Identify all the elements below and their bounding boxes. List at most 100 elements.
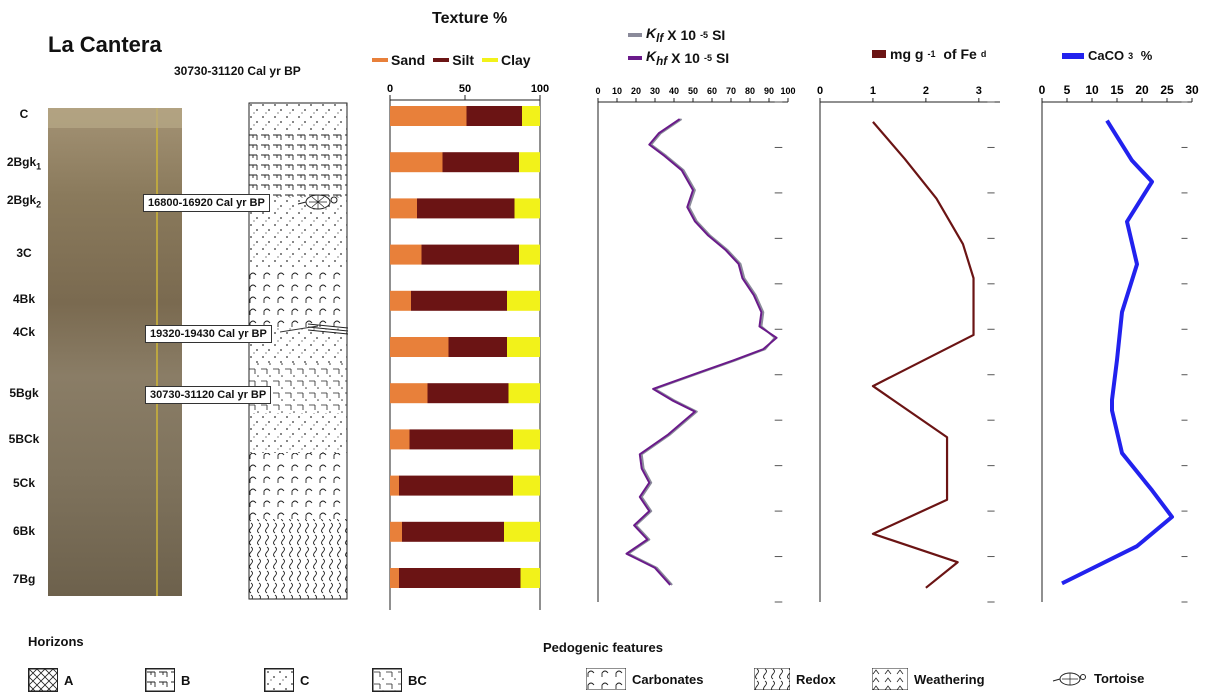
horizon-label-9: 6Bk bbox=[0, 524, 48, 538]
klf-legend-sub: lf bbox=[656, 31, 664, 45]
horizon-label-2: 2Bgk2 bbox=[0, 193, 48, 209]
texture-bar-sand-6 bbox=[390, 383, 428, 404]
horizon-label-main-4: 4Bk bbox=[12, 292, 35, 306]
fed-legend-tail: of Fe bbox=[939, 46, 977, 62]
texture-bar-sand-3 bbox=[390, 244, 422, 265]
horizon-bc-swatch bbox=[372, 668, 402, 692]
klf-legend-exp: -5 bbox=[700, 29, 709, 40]
khf-swatch bbox=[628, 55, 642, 60]
caco3-svg-tick-label-3: 15 bbox=[1110, 83, 1124, 97]
date-label-2: 19320-19430 Cal yr BP bbox=[145, 325, 272, 343]
horizon-label-7: 5BCk bbox=[0, 432, 48, 446]
caco3-svg-tick-label-0: 0 bbox=[1039, 83, 1046, 97]
mag-svg-tick-label-7: 70 bbox=[726, 86, 736, 96]
horizon-a-swatch bbox=[28, 668, 58, 692]
legend-horizon-b: B bbox=[145, 668, 190, 692]
legend-weathering-label: Weathering bbox=[914, 671, 985, 687]
texture-chart: 0 50 100 bbox=[387, 83, 549, 610]
caco3-chart: 0 5 10 15 20 25 30 bbox=[1039, 83, 1199, 603]
fed-legend: mg g -1 of Fe d bbox=[872, 46, 986, 62]
texture-bar-silt-3 bbox=[421, 244, 519, 265]
texture-bar-clay-0 bbox=[522, 106, 540, 126]
fed-swatch bbox=[872, 50, 886, 58]
legend-horizon-bc: BC bbox=[372, 668, 427, 692]
texture-bar-silt-1 bbox=[442, 152, 519, 173]
lithology-column bbox=[248, 102, 348, 600]
horizon-label-4: 4Bk bbox=[0, 292, 48, 306]
horizon-label-main-6: 5Bgk bbox=[9, 386, 39, 400]
texture-bar-sand-0 bbox=[390, 106, 467, 126]
texture-bar-clay-1 bbox=[519, 152, 540, 173]
carbonates-swatch bbox=[586, 668, 626, 690]
site-title: La Cantera bbox=[48, 32, 162, 57]
fed-chart: 0 1 2 3 bbox=[817, 85, 1000, 603]
texture-bar-clay-9 bbox=[504, 521, 540, 542]
caco3-svg-tick-label-2: 10 bbox=[1085, 83, 1099, 97]
legend-redox: Redox bbox=[754, 668, 836, 690]
texture-bar-silt-2 bbox=[417, 198, 515, 219]
legend-carbonates: Carbonates bbox=[586, 668, 704, 690]
horizon-label-3: 3C bbox=[0, 246, 48, 260]
klf-legend-letter: K bbox=[646, 25, 657, 41]
texture-bar-silt-7 bbox=[409, 429, 513, 450]
klf-swatch bbox=[628, 32, 642, 37]
horizon-label-main-0: C bbox=[19, 107, 29, 121]
fe-svg-tick-label-1: 1 bbox=[870, 85, 876, 97]
caco3-svg-tick-label-5: 25 bbox=[1160, 83, 1174, 97]
caco3-svg-series-caco3 bbox=[1061, 119, 1174, 586]
date-label-3: 30730-31120 Cal yr BP bbox=[145, 386, 272, 404]
texture-bar-clay-3 bbox=[519, 244, 540, 265]
fed-legend-exp: -1 bbox=[927, 49, 936, 59]
fe-svg-tick-label-0: 0 bbox=[817, 85, 823, 97]
date-pointer bbox=[280, 325, 319, 333]
mag-svg-series-khf bbox=[625, 118, 778, 586]
legend-tortoise-label: Tortoise bbox=[1094, 670, 1145, 686]
sand-legend-label: Sand bbox=[391, 52, 426, 68]
mag-svg-tick-label-5: 50 bbox=[688, 86, 698, 96]
caco3-swatch bbox=[1062, 52, 1084, 59]
texture-bar-silt-0 bbox=[466, 106, 522, 126]
legend-tortoise: Tortoise bbox=[1052, 668, 1144, 688]
horizons-legend-title: Horizons bbox=[28, 634, 84, 649]
sand-swatch bbox=[372, 58, 388, 62]
fed-legend-text: mg g bbox=[890, 46, 924, 62]
caco3-legend-text: CaCO bbox=[1088, 48, 1125, 63]
texture-bar-sand-4 bbox=[390, 290, 411, 311]
horizon-label-6: 5Bgk bbox=[0, 386, 48, 400]
texture-bar-sand-1 bbox=[390, 152, 443, 173]
mag-svg-tick-label-8: 80 bbox=[745, 86, 755, 96]
horizon-label-main-2: 2Bgk bbox=[6, 193, 37, 207]
date-label-1: 16800-16920 Cal yr BP bbox=[143, 194, 270, 212]
site-subtitle: 30730-31120 Cal yr BP bbox=[174, 64, 301, 78]
legend-redox-label: Redox bbox=[796, 671, 836, 687]
khf-legend-unit: SI bbox=[715, 49, 730, 66]
khf-legend: Khf X 10 -5 SI bbox=[628, 48, 729, 68]
texture-tick-label-2: 100 bbox=[531, 83, 549, 95]
redox-swatch bbox=[754, 668, 790, 690]
texture-bar-clay-4 bbox=[507, 290, 540, 311]
legend-horizon-a: A bbox=[28, 668, 73, 692]
caco3-svg-tick-label-6: 30 bbox=[1185, 83, 1199, 97]
fed-legend-sub: d bbox=[980, 49, 987, 59]
magnetic-chart: 0 10 20 30 40 50 60 70 80 90 100 bbox=[595, 86, 796, 603]
horizon-label-main-8: 5Ck bbox=[12, 476, 35, 490]
mag-svg-tick-label-2: 20 bbox=[631, 86, 641, 96]
legend-horizon-bc-label: BC bbox=[408, 672, 427, 688]
texture-bar-clay-2 bbox=[514, 198, 540, 219]
mag-svg-tick-label-0: 0 bbox=[595, 86, 600, 96]
horizon-b-swatch bbox=[145, 668, 175, 692]
fe-svg-series-fed bbox=[871, 121, 975, 589]
horizon-label-10: 7Bg bbox=[0, 572, 48, 586]
texture-bar-sand-8 bbox=[390, 475, 399, 496]
horizon-label-sub-2: 2 bbox=[36, 199, 42, 210]
clay-legend-label: Clay bbox=[501, 52, 531, 68]
clay-swatch bbox=[482, 58, 499, 62]
weathering-swatch bbox=[872, 668, 908, 690]
texture-bar-clay-7 bbox=[513, 429, 540, 450]
texture-chart-title: Texture % bbox=[432, 10, 508, 27]
khf-legend-suffix: X 10 bbox=[671, 49, 700, 66]
mag-svg-tick-label-4: 40 bbox=[669, 86, 679, 96]
horizon-label-8: 5Ck bbox=[0, 476, 48, 490]
horizon-label-main-7: 5BCk bbox=[8, 432, 40, 446]
horizon-label-main-9: 6Bk bbox=[12, 524, 35, 538]
